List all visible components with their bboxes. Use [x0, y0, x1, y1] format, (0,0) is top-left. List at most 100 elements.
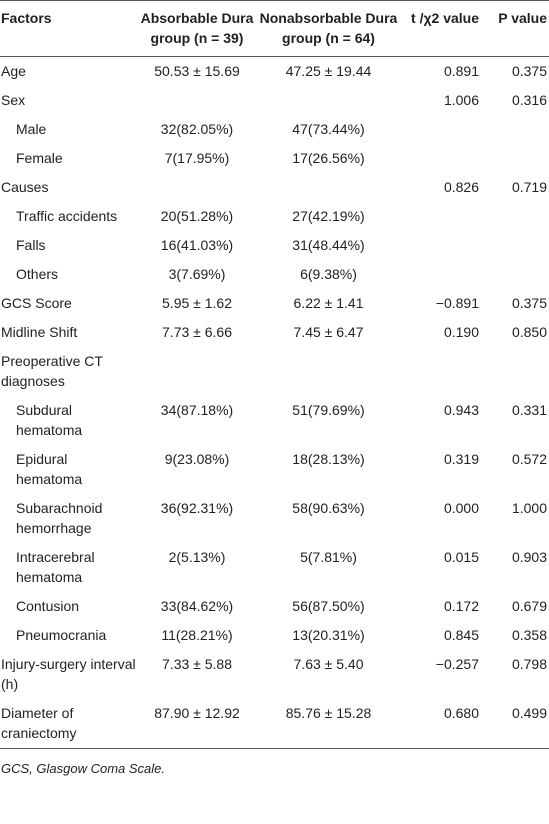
table-cell: Others	[16, 266, 59, 282]
table-cell	[489, 144, 549, 173]
table-cell: Subdural hematoma	[16, 402, 83, 438]
table-cell: Male	[16, 121, 47, 137]
table-cell: 0.798	[511, 656, 547, 672]
table-cell: 0.015	[443, 549, 479, 565]
table-cell	[256, 86, 401, 115]
footnote: GCS, Glasgow Coma Scale.	[1, 761, 166, 776]
table-cell: 0.319	[443, 451, 479, 467]
table-cell: 36(92.31%)	[160, 500, 234, 516]
table-row: Age 50.53 ± 15.69 47.25 ± 19.44 0.891 0.375	[0, 57, 549, 87]
header-cell: t /χ2 value	[401, 0, 489, 57]
table-cell: 0.850	[511, 324, 547, 340]
table-cell: Subarachnoid hemorrhage	[16, 500, 103, 536]
table-cell: 0.845	[443, 627, 479, 643]
table-cell: 1.006	[443, 92, 479, 108]
table-cell	[489, 202, 549, 231]
header-cell: P value	[489, 0, 549, 57]
table-cell: 7(17.95%)	[164, 150, 230, 166]
table-cell: 16(41.03%)	[160, 237, 234, 253]
table-cell: 32(82.05%)	[160, 121, 234, 137]
table-cell: 2(5.13%)	[168, 549, 226, 565]
table-cell	[489, 260, 549, 289]
table-cell: 0.943	[443, 402, 479, 418]
table-cell: Falls	[16, 237, 46, 253]
data-table: Factors Absorbable Dura group (n = 39) Non…	[0, 0, 549, 749]
table-cell: 34(87.18%)	[160, 402, 234, 418]
table-row: Intracerebral hematoma 2(5.13%) 5(7.81%) 0.…	[0, 543, 549, 592]
table-row: Preoperative CT diagnoses	[0, 347, 549, 396]
table-cell: Intracerebral hematoma	[16, 549, 95, 585]
table-row: Male 32(82.05%) 47(73.44%)	[0, 115, 549, 144]
table-cell: −0.257	[435, 656, 479, 672]
table-cell: Preoperative CT diagnoses	[1, 353, 103, 389]
table-cell: 33(84.62%)	[160, 598, 234, 614]
header-cell: Factors	[0, 0, 138, 57]
table-row: Sex 1.006 0.316	[0, 86, 549, 115]
table-cell: 31(48.44%)	[292, 237, 365, 253]
table-row: Pneumocrania 11(28.21%) 13(20.31%) 0.845 0.3…	[0, 621, 549, 650]
header-cell: Nonabsorbable Dura group (n = 64)	[256, 0, 401, 57]
table-cell	[256, 173, 401, 202]
table-cell: 0.499	[511, 705, 547, 721]
table-cell: Traffic accidents	[16, 208, 118, 224]
table-cell: 1.000	[511, 500, 547, 516]
table-cell: 11(28.21%)	[161, 627, 233, 643]
table-cell: 6(9.38%)	[300, 266, 357, 282]
table-cell: 0.903	[511, 549, 547, 565]
table-cell: 87.90 ± 12.92	[154, 705, 240, 721]
table-row: GCS Score 5.95 ± 1.62 6.22 ± 1.41 −0.891 0.3…	[0, 289, 549, 318]
table-cell: 13(20.31%)	[292, 627, 365, 643]
table-cell	[401, 115, 489, 144]
table-cell	[401, 260, 489, 289]
table-cell: GCS Score	[1, 295, 72, 311]
table-cell: 47.25 ± 19.44	[285, 63, 372, 79]
table-cell: 0.190	[443, 324, 479, 340]
table-cell: 0.316	[511, 92, 547, 108]
table-row: Causes 0.826 0.719	[0, 173, 549, 202]
table-cell: Sex	[1, 92, 26, 108]
table-cell: 58(90.63%)	[292, 500, 365, 516]
table-row: Epidural hematoma 9(23.08%) 18(28.13%) 0.31…	[0, 445, 549, 494]
table-cell: Epidural hematoma	[16, 451, 83, 487]
table-cell: Injury-surgery interval (h)	[1, 656, 136, 692]
table-cell: 0.172	[443, 598, 479, 614]
table-row: Subarachnoid hemorrhage 36(92.31%) 58(90.6…	[0, 494, 549, 543]
table-cell: 47(73.44%)	[292, 121, 365, 137]
table-row: Traffic accidents 20(51.28%) 27(42.19%)	[0, 202, 549, 231]
table-cell	[401, 347, 489, 396]
table-cell: 56(87.50%)	[292, 598, 365, 614]
table-cell: Age	[1, 63, 26, 79]
table-cell: 51(79.69%)	[292, 402, 365, 418]
table-cell	[489, 231, 549, 260]
table-cell: 20(51.28%)	[160, 208, 234, 224]
table-cell	[401, 202, 489, 231]
table-cell: Midline Shift	[1, 324, 78, 340]
table-cell	[489, 115, 549, 144]
table-cell: 0.000	[443, 500, 479, 516]
table-cell: Diameter of craniectomy	[1, 705, 77, 741]
table-cell: 27(42.19%)	[292, 208, 365, 224]
table-cell: 3(7.69%)	[168, 266, 226, 282]
table-row: Falls 16(41.03%) 31(48.44%)	[0, 231, 549, 260]
table-header: Factors Absorbable Dura group (n = 39) Non…	[0, 0, 549, 57]
table-cell: Female	[16, 150, 63, 166]
table-cell: 0.679	[511, 598, 547, 614]
table-cell: 0.680	[443, 705, 479, 721]
table-cell	[489, 347, 549, 396]
table-cell: 0.331	[511, 402, 547, 418]
table-cell: 18(28.13%)	[292, 451, 365, 467]
table-cell	[401, 231, 489, 260]
table-row: Female 7(17.95%) 17(26.56%)	[0, 144, 549, 173]
table-cell: 0.719	[511, 179, 547, 195]
table-cell: 50.53 ± 15.69	[154, 63, 240, 79]
table-row: Midline Shift 7.73 ± 6.66 7.45 ± 6.47 0.190…	[0, 318, 549, 347]
table-cell	[401, 144, 489, 173]
table-cell	[256, 347, 401, 396]
table-cell: 9(23.08%)	[164, 451, 230, 467]
table-cell: 7.45 ± 6.47	[293, 324, 364, 340]
table-cell: 0.375	[511, 63, 547, 79]
table-cell: Pneumocrania	[16, 627, 107, 643]
table-cell: 6.22 ± 1.41	[293, 295, 364, 311]
table-cell: Contusion	[16, 598, 80, 614]
